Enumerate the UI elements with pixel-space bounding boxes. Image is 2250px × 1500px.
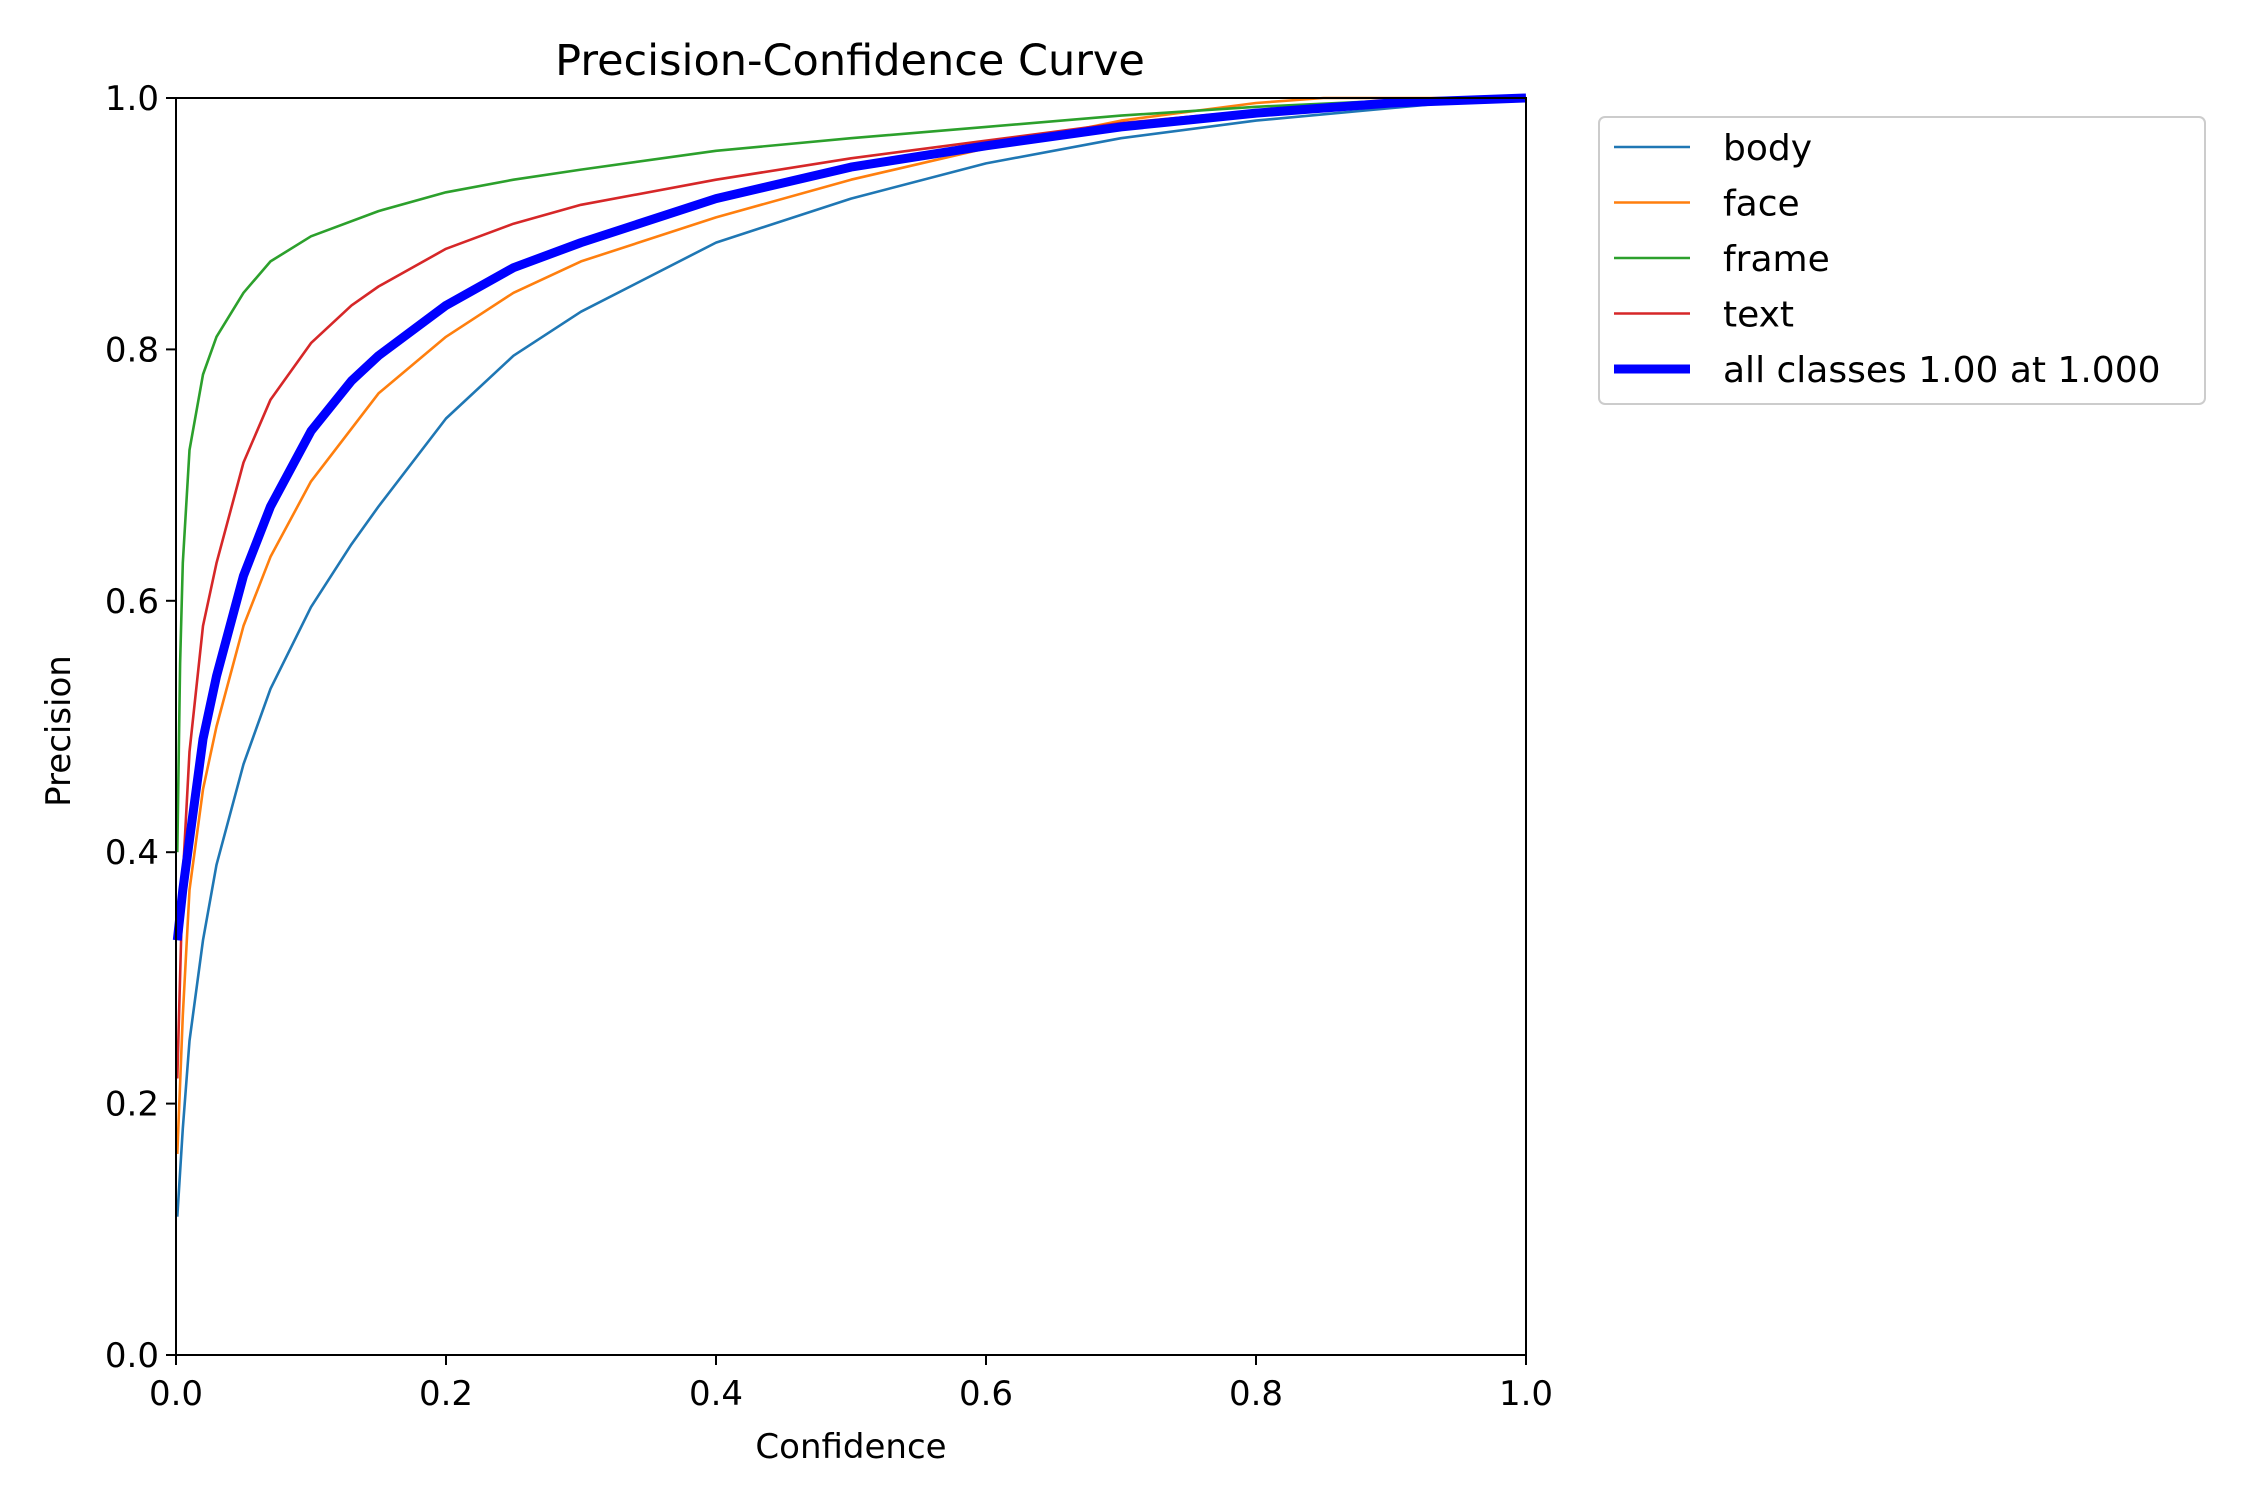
y-tick-label: 0.4 xyxy=(105,833,159,873)
x-axis-ticks: 0.0 0.2 0.4 0.6 0.8 1.0 xyxy=(149,1355,1553,1414)
x-tick-label: 1.0 xyxy=(1499,1374,1553,1414)
series-line-0 xyxy=(176,96,1527,1217)
legend-items: body face frame text all classes 1.00 at 1.0… xyxy=(1614,128,2161,391)
x-axis-label: Confidence xyxy=(755,1427,946,1467)
legend-label: all classes 1.00 at 1.000 xyxy=(1723,350,2161,391)
y-tick-label: 1.0 xyxy=(105,79,159,119)
chart-title: Precision-Confidence Curve xyxy=(555,36,1145,86)
y-axis-ticks: 0.0 0.2 0.4 0.6 0.8 1.0 xyxy=(105,79,176,1376)
legend-label: face xyxy=(1723,184,1800,225)
series-lines xyxy=(172,93,1527,1217)
y-tick-label: 0.2 xyxy=(105,1085,159,1125)
x-tick-label: 0.8 xyxy=(1229,1374,1283,1414)
y-tick-label: 0.8 xyxy=(105,330,159,370)
y-axis-label: Precision xyxy=(39,655,79,807)
plot-area-frame xyxy=(175,97,1527,1356)
y-tick-label: 0.0 xyxy=(105,1336,159,1376)
series-line-1 xyxy=(176,96,1526,1154)
x-tick-label: 0.6 xyxy=(959,1374,1013,1414)
series-line-2 xyxy=(176,96,1527,853)
legend: body face frame text all classes 1.00 at 1.0… xyxy=(1598,116,2206,405)
x-tick-label: 0.0 xyxy=(149,1374,203,1414)
legend-label: text xyxy=(1723,295,1794,336)
x-tick-label: 0.4 xyxy=(689,1374,743,1414)
series-line-4 xyxy=(172,93,1527,941)
x-tick-label: 0.2 xyxy=(419,1374,473,1414)
legend-box xyxy=(1598,116,2206,405)
y-tick-label: 0.6 xyxy=(105,582,159,622)
legend-label: frame xyxy=(1723,239,1830,280)
legend-label: body xyxy=(1723,128,1812,169)
